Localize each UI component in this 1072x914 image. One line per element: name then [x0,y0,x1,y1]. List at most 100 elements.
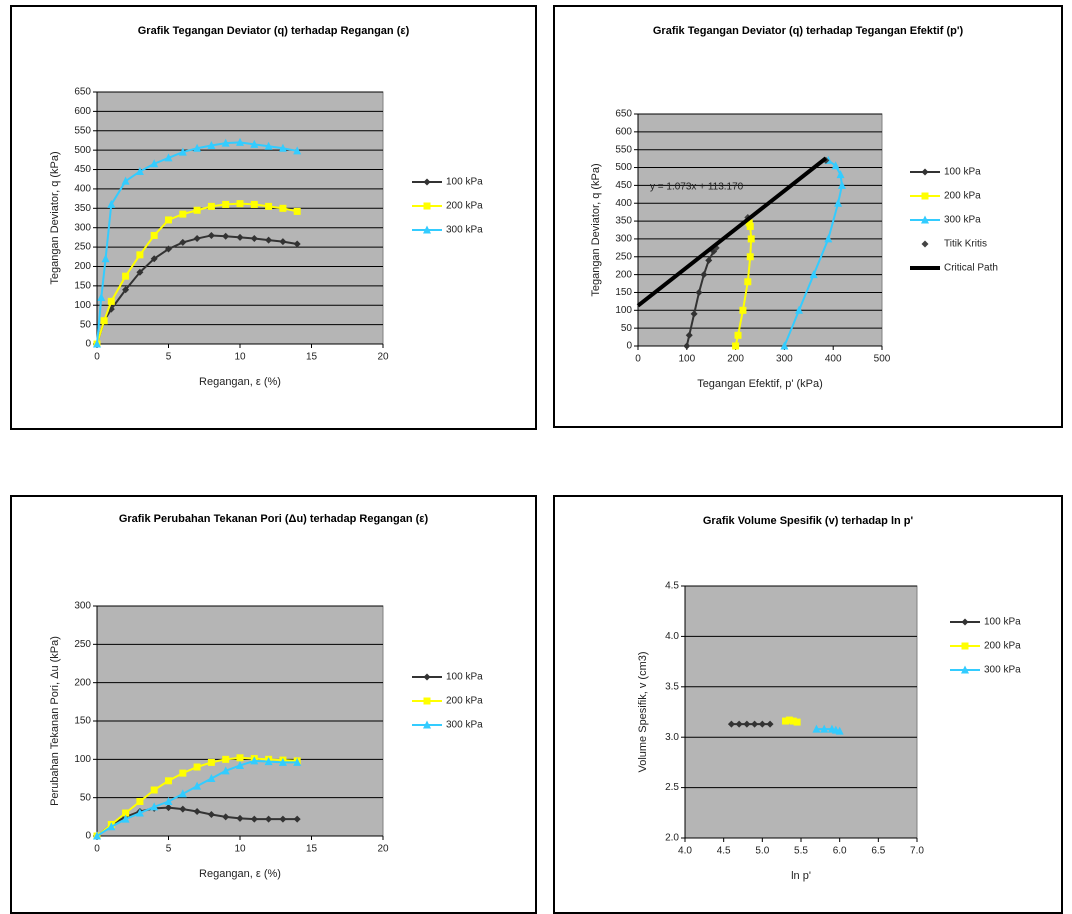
x-tick-label: 20 [377,844,389,855]
y-tick-label: 50 [80,319,92,330]
marker [194,764,201,771]
x-tick-label: 5.5 [794,846,808,857]
x-tick-label: 5 [166,352,172,363]
y-tick-label: 300 [74,601,91,612]
y-tick-label: 2.5 [665,782,679,793]
y-tick-label: 250 [615,251,632,262]
marker [222,201,229,208]
y-tick-label: 450 [74,164,91,175]
legend-label: 200 kPa [446,696,483,707]
annotation: y = 1.073x + 113.170 [650,182,744,193]
page: 0501001502002503003504004505005506006500… [0,0,1072,914]
legend-label: 200 kPa [446,201,483,212]
marker [179,770,186,777]
y-tick-label: 150 [74,716,91,727]
x-tick-label: 6.0 [833,846,847,857]
x-tick-label: 200 [727,354,744,365]
y-axis-label: Volume Spesifik, v (cm3) [637,651,649,772]
y-tick-label: 550 [74,125,91,136]
marker [747,253,754,260]
chart-panel: 0501001502002503003504004505005506006500… [10,5,537,430]
y-tick-label: 350 [74,203,91,214]
legend-label: Critical Path [944,263,998,274]
chart-panel: 05010015020025030005101520Regangan, ε (%… [10,495,537,914]
y-tick-label: 200 [74,261,91,272]
legend-label: 200 kPa [944,191,981,202]
y-tick-label: 0 [85,339,91,350]
y-tick-label: 250 [74,639,91,650]
y-tick-label: 550 [615,144,632,155]
y-tick-label: 300 [74,222,91,233]
marker [735,332,742,339]
y-tick-label: 650 [74,87,91,98]
y-tick-label: 350 [615,216,632,227]
chart: 0501001502002503003504004505005506006500… [12,7,535,428]
legend-label: 100 kPa [984,617,1021,628]
y-tick-label: 250 [74,242,91,253]
marker [122,273,129,280]
marker [744,278,751,285]
marker [739,307,746,314]
legend-label: 300 kPa [944,215,981,226]
x-tick-label: 10 [234,352,246,363]
marker [151,787,158,794]
legend-label: 200 kPa [984,641,1021,652]
x-tick-label: 0 [94,844,100,855]
legend-marker [424,203,431,210]
chart-title: Grafik Tegangan Deviator (q) terhadap Te… [638,21,978,41]
marker [265,203,272,210]
x-tick-label: 20 [377,352,389,363]
y-axis-label: Tegangan Deviator, q (kPa) [49,151,61,284]
legend-label: 100 kPa [944,167,981,178]
y-tick-label: 400 [74,184,91,195]
chart: 0501001502002503003504004505005506006500… [555,7,1061,426]
y-axis-label: Perubahan Tekanan Pori, Δu (kPa) [49,636,61,806]
x-tick-label: 10 [234,844,246,855]
y-axis-label: Tegangan Deviator, q (kPa) [590,163,602,296]
y-tick-label: 4.5 [665,581,679,592]
legend-marker [962,643,969,650]
y-tick-label: 400 [615,198,632,209]
marker [165,216,172,223]
y-tick-label: 200 [615,269,632,280]
plot-area [97,92,383,344]
legend-marker [424,698,431,705]
legend-label: Titik Kritis [944,239,987,250]
y-tick-label: 100 [615,305,632,316]
marker [194,207,201,214]
legend-marker [962,619,969,626]
marker [237,754,244,761]
x-tick-label: 4.0 [678,846,692,857]
marker [251,201,258,208]
y-tick-label: 50 [80,792,92,803]
marker [136,798,143,805]
y-tick-label: 150 [74,280,91,291]
x-tick-label: 5.0 [755,846,769,857]
y-tick-label: 600 [615,126,632,137]
chart-title: Grafik Tegangan Deviator (q) terhadap Re… [104,21,444,41]
marker [101,317,108,324]
y-tick-label: 0 [626,341,632,352]
marker [179,211,186,218]
y-tick-label: 100 [74,300,91,311]
legend-marker [424,674,431,681]
legend-label: 300 kPa [984,665,1021,676]
y-tick-label: 2.0 [665,833,679,844]
chart-panel: 2.02.53.03.54.04.54.04.55.05.56.06.57.0l… [553,495,1063,914]
x-tick-label: 300 [776,354,793,365]
marker [151,232,158,239]
y-tick-label: 200 [74,677,91,688]
x-tick-label: 0 [635,354,641,365]
plot-area [685,586,917,838]
marker [237,200,244,207]
x-axis-label: Regangan, ε (%) [199,868,281,880]
legend-marker [922,241,929,248]
marker [136,251,143,258]
y-tick-label: 300 [615,234,632,245]
x-axis-label: Regangan, ε (%) [199,376,281,388]
y-tick-label: 0 [85,831,91,842]
marker [208,203,215,210]
marker [748,235,755,242]
